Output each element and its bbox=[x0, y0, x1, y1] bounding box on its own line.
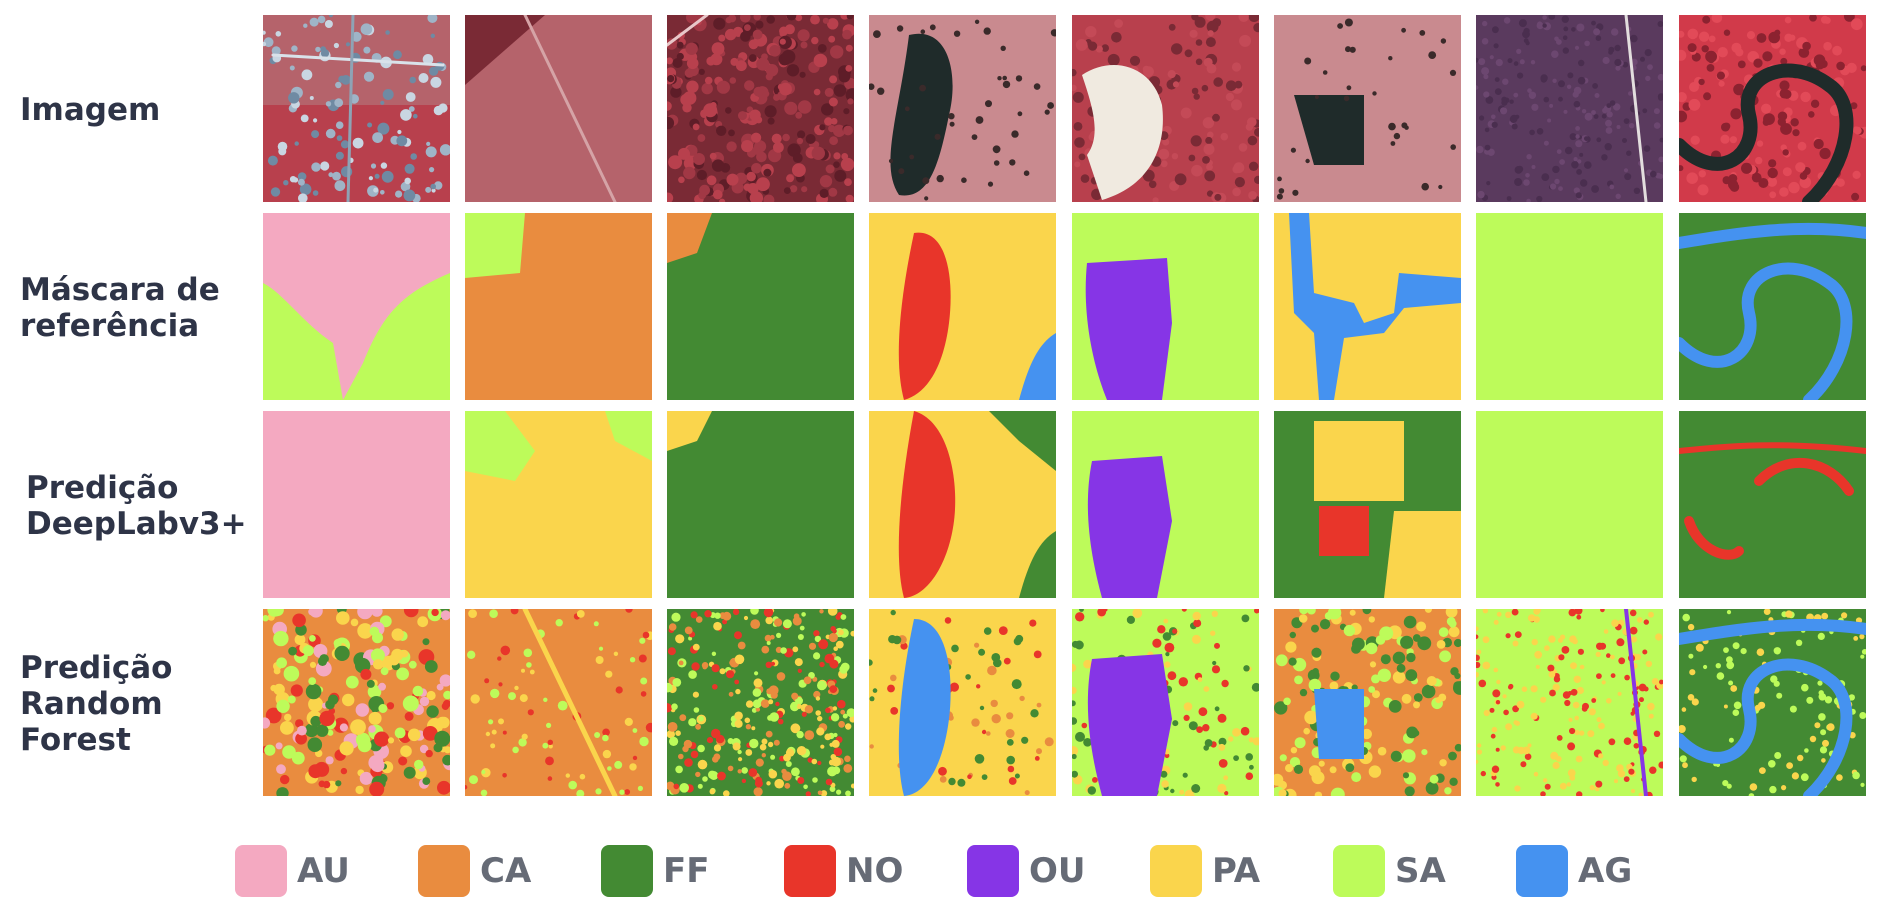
row-label-line: Imagem bbox=[20, 92, 161, 128]
tile-row1-col3 bbox=[667, 15, 854, 202]
tile-row1-col4 bbox=[869, 15, 1056, 202]
legend-label: CA bbox=[480, 851, 532, 891]
legend-swatch bbox=[967, 845, 1019, 897]
tile-row3-col1 bbox=[263, 411, 450, 598]
legend-label: AU bbox=[297, 851, 350, 891]
tile-row3-col2 bbox=[465, 411, 652, 598]
row-label-mascara: Máscara de referência bbox=[20, 272, 220, 344]
tile-row4-col2 bbox=[465, 609, 652, 796]
tile-row1-col1 bbox=[263, 15, 450, 202]
tile-row2-col4 bbox=[869, 213, 1056, 400]
tile-row2-col6 bbox=[1274, 213, 1461, 400]
tile-row4-col7 bbox=[1476, 609, 1663, 796]
tile-row1-col8 bbox=[1679, 15, 1866, 202]
legend-label: OU bbox=[1029, 851, 1086, 891]
row-label-line: Predição bbox=[20, 650, 173, 686]
row-label-deeplab: Predição DeepLabv3+ bbox=[26, 470, 247, 542]
tile-row1-col2 bbox=[465, 15, 652, 202]
legend-label: NO bbox=[846, 851, 904, 891]
tile-row4-col4 bbox=[869, 609, 1056, 796]
tile-row1-col6 bbox=[1274, 15, 1461, 202]
row-label-line: Random bbox=[20, 686, 163, 722]
row-label-line: DeepLabv3+ bbox=[26, 506, 247, 542]
legend-label: SA bbox=[1395, 851, 1446, 891]
tile-row2-col2 bbox=[465, 213, 652, 400]
tile-row2-col5 bbox=[1072, 213, 1259, 400]
row-label-line: Predição bbox=[26, 470, 179, 506]
tile-row4-col1 bbox=[263, 609, 450, 796]
row-label-imagem: Imagem bbox=[20, 92, 160, 128]
tile-row3-col8 bbox=[1679, 411, 1866, 598]
legend-label: AG bbox=[1578, 851, 1633, 891]
tile-row2-col7 bbox=[1476, 213, 1663, 400]
tile-row3-col3 bbox=[667, 411, 854, 598]
legend-swatch bbox=[1150, 845, 1202, 897]
tile-row3-col6 bbox=[1274, 411, 1461, 598]
legend-label: FF bbox=[663, 851, 710, 891]
tile-row1-col7 bbox=[1476, 15, 1663, 202]
legend-label: PA bbox=[1212, 851, 1261, 891]
tile-row4-col8 bbox=[1679, 609, 1866, 796]
row-label-line: Forest bbox=[20, 722, 131, 758]
row-label-line: Máscara de bbox=[20, 272, 220, 308]
tile-row4-col5 bbox=[1072, 609, 1259, 796]
legend-swatch bbox=[784, 845, 836, 897]
tile-row3-col5 bbox=[1072, 411, 1259, 598]
tile-row2-col3 bbox=[667, 213, 854, 400]
row-label-random-forest: Predição Random Forest bbox=[20, 650, 172, 758]
legend-swatch bbox=[1333, 845, 1385, 897]
legend-swatch bbox=[601, 845, 653, 897]
tile-row4-col6 bbox=[1274, 609, 1461, 796]
tile-row1-col5 bbox=[1072, 15, 1259, 202]
legend-swatch bbox=[1516, 845, 1568, 897]
tile-row2-col8 bbox=[1679, 213, 1866, 400]
legend-swatch bbox=[235, 845, 287, 897]
tile-row2-col1 bbox=[263, 213, 450, 400]
row-label-line: referência bbox=[20, 308, 200, 344]
tile-row4-col3 bbox=[667, 609, 854, 796]
tile-row3-col4 bbox=[869, 411, 1056, 598]
tile-row3-col7 bbox=[1476, 411, 1663, 598]
legend-swatch bbox=[418, 845, 470, 897]
